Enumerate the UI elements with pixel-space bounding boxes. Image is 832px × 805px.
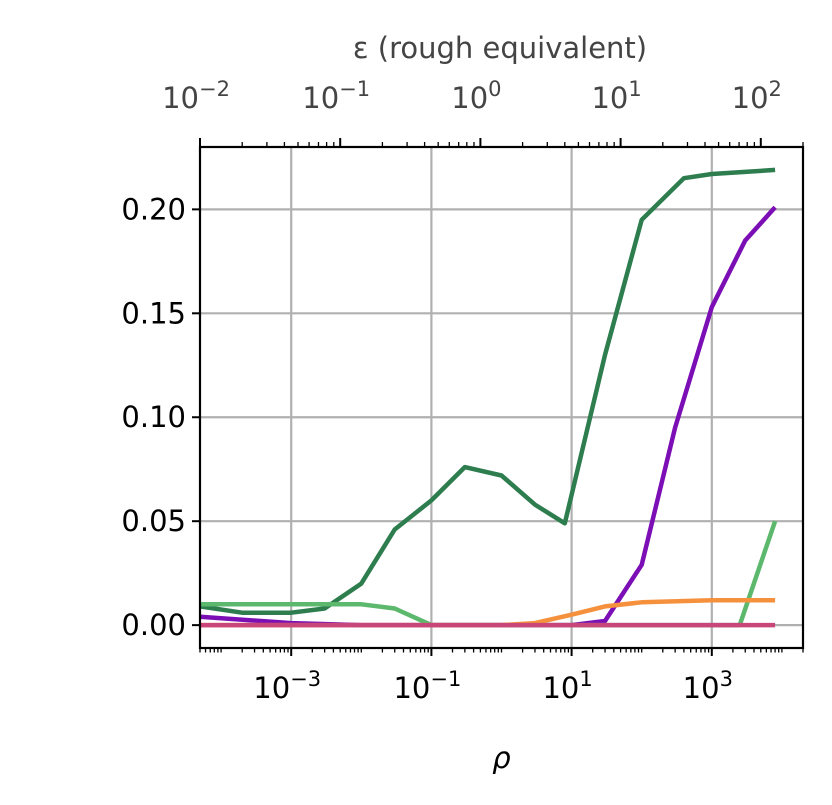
top-tick-label-0: 10−2 bbox=[162, 77, 230, 115]
top-axis: 10−2 10−1 100 101 102 bbox=[162, 77, 804, 147]
top-tick-label-1: 10−1 bbox=[302, 77, 370, 115]
x-axis-title: ρ bbox=[492, 741, 511, 775]
y-tick-label-2: 0.10 bbox=[121, 400, 186, 434]
grid bbox=[200, 147, 803, 648]
x-tick-label-3: 103 bbox=[683, 667, 733, 705]
top-tick-label-4: 102 bbox=[732, 77, 782, 115]
top-axis-title: ε (rough equivalent) bbox=[353, 31, 647, 65]
left-axis: 0.00 0.05 0.10 0.15 0.20 bbox=[121, 192, 200, 642]
series-line-0 bbox=[199, 167, 776, 615]
y-tick-label-4: 0.20 bbox=[121, 192, 186, 226]
y-tick-label-1: 0.05 bbox=[121, 504, 186, 538]
y-tick-label-3: 0.15 bbox=[121, 296, 186, 330]
series-line-2 bbox=[200, 520, 778, 628]
x-tick-label-1: 10−1 bbox=[393, 667, 461, 705]
top-tick-label-2: 100 bbox=[451, 77, 501, 115]
bottom-axis: 10−3 10−1 101 103 bbox=[199, 648, 804, 705]
x-tick-label-0: 10−3 bbox=[253, 667, 321, 705]
top-tick-label-3: 101 bbox=[591, 77, 641, 115]
series-lines bbox=[199, 167, 778, 628]
x-tick-label-2: 101 bbox=[542, 667, 592, 705]
y-tick-label-0: 0.00 bbox=[121, 608, 186, 642]
